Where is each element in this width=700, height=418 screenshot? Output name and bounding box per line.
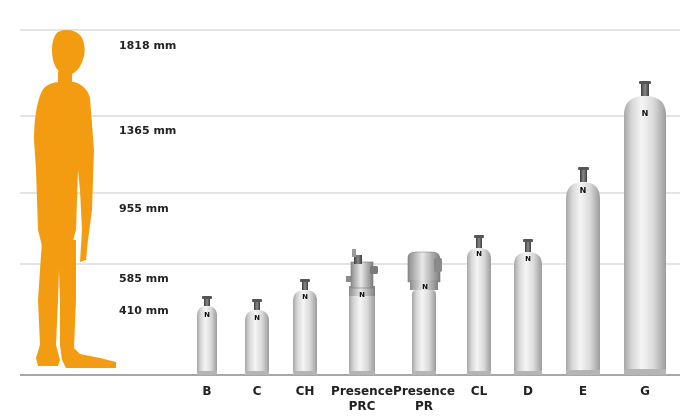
cylinder-E: N: [566, 167, 600, 375]
standing-man-silhouette-icon: [34, 30, 116, 368]
cylinder-badge: N: [422, 283, 428, 291]
cylinder-label-CH: CH: [270, 384, 340, 399]
cylinder-label-C: C: [222, 384, 292, 399]
cylinder-label-line1: G: [640, 384, 650, 398]
cylinder-label-line1: C: [252, 384, 262, 398]
cylinder-badge: N: [302, 293, 308, 301]
cylinder-label-line1: CH: [295, 384, 315, 398]
cylinder-label-D: D: [493, 384, 563, 399]
cylinder-label-line1: Presence: [331, 384, 393, 398]
cylinder-label-line1: CL: [470, 384, 488, 398]
cylinder-badge: N: [204, 311, 210, 319]
cylinder-label-G: G: [610, 384, 680, 399]
height-label-1365: 1365 mm: [119, 124, 177, 137]
cylinder-CH: N: [293, 279, 317, 375]
cylinder-Presence-PRC: N: [346, 249, 378, 375]
cylinder-B: N: [197, 296, 217, 375]
cylinder-badge: N: [642, 109, 649, 118]
height-label-955: 955 mm: [119, 202, 169, 215]
cylinder-label-CL: CL: [444, 384, 514, 399]
cylinder-badge: N: [476, 250, 482, 258]
cylinder-CL: N: [467, 235, 491, 375]
height-label-585: 585 mm: [119, 272, 169, 285]
cylinder-label-line1: B: [202, 384, 212, 398]
cylinder-C: N: [245, 299, 269, 375]
cylinder-label-B: B: [172, 384, 242, 399]
cylinder-label-line1: E: [578, 384, 588, 398]
cylinder-label-Presence-PRC: Presence PRC: [327, 384, 397, 414]
height-label-1818: 1818 mm: [119, 39, 177, 52]
cylinder-G: N: [624, 81, 666, 375]
cylinder-label-E: E: [548, 384, 618, 399]
cylinder-badge: N: [359, 291, 365, 299]
cylinder-label-line1: D: [523, 384, 533, 398]
cylinder-label-line2: PRC: [348, 399, 376, 413]
cylinder-badge: N: [525, 255, 531, 263]
cylinder-label-Presence-PR: Presence PR: [389, 384, 459, 414]
height-label-410: 410 mm: [119, 304, 169, 317]
cylinder-badge: N: [254, 314, 260, 322]
cylinder-label-line2: PR: [414, 399, 434, 413]
cylinder-label-line1: Presence: [393, 384, 455, 398]
cylinder-badge: N: [580, 186, 587, 195]
cylinder-Presence-PR: N: [407, 251, 442, 375]
cylinder-D: N: [514, 239, 542, 375]
